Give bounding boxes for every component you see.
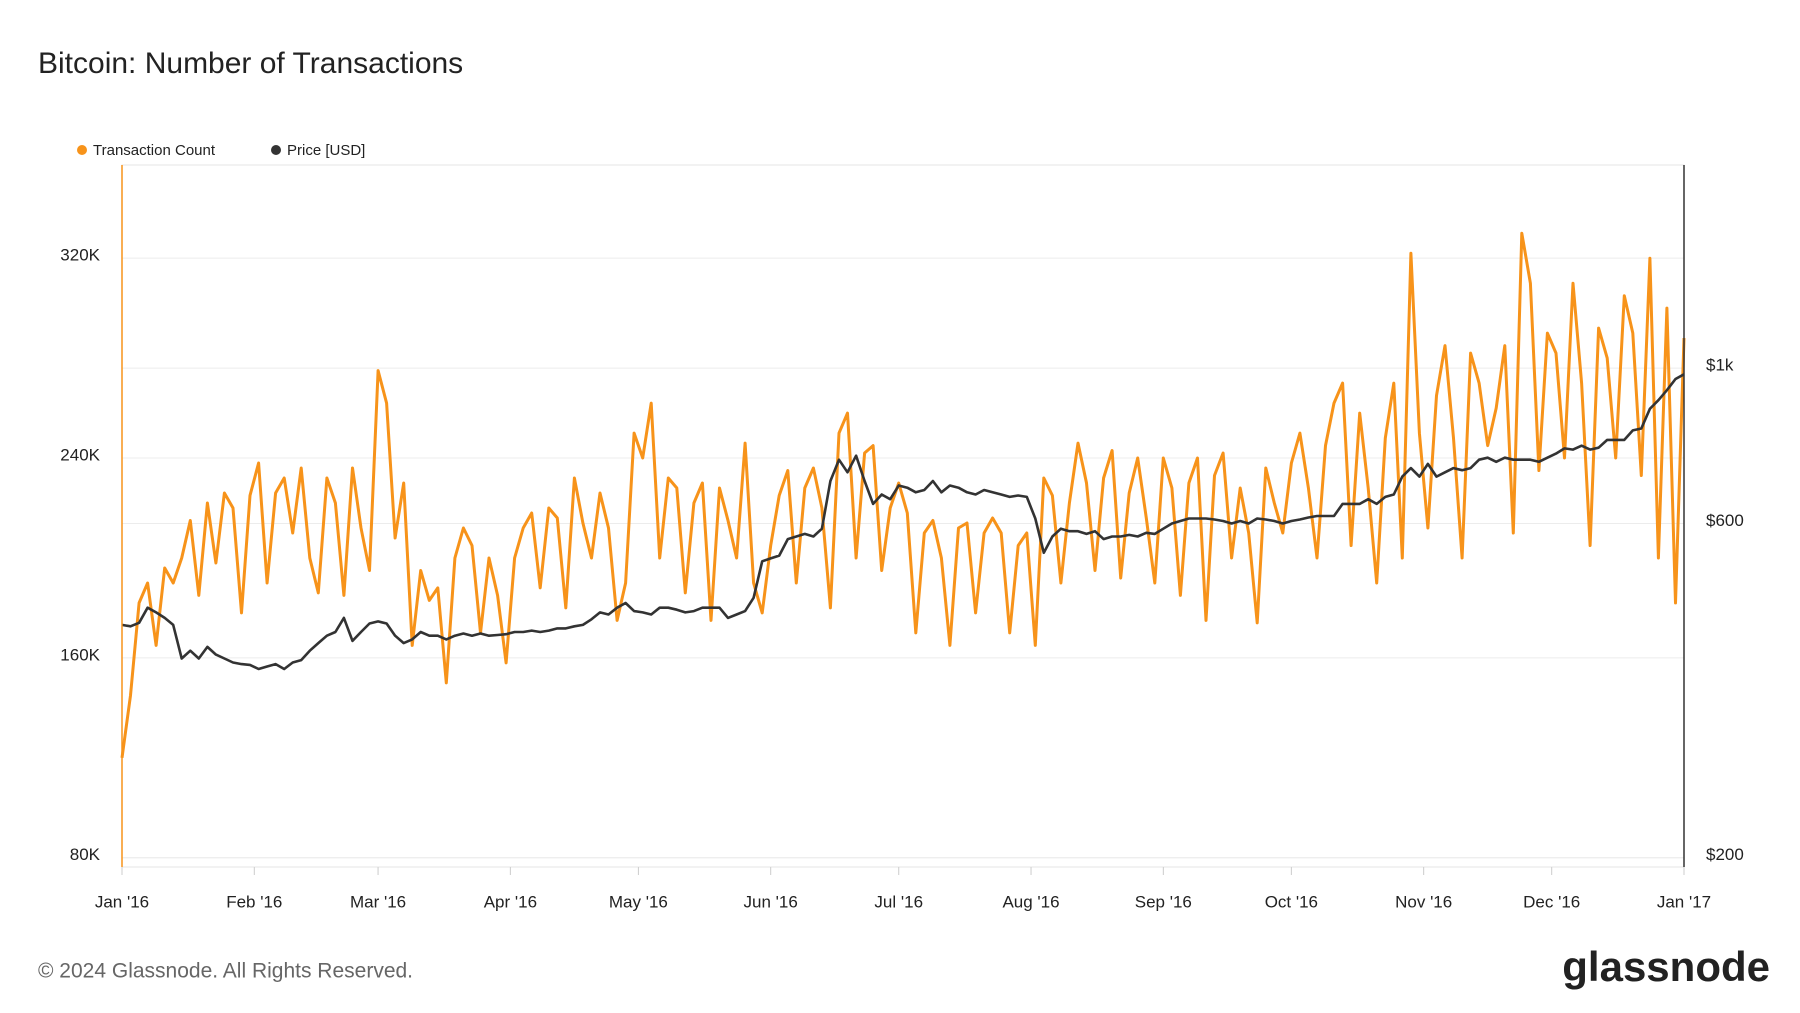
x-tick-label: Feb '16: [226, 892, 282, 911]
x-tick-label: Jan '16: [95, 892, 149, 911]
legend-marker: [271, 145, 281, 155]
x-tick-label: Sep '16: [1135, 892, 1192, 911]
x-tick-label: Nov '16: [1395, 892, 1452, 911]
y-tick-label: 320K: [60, 246, 100, 265]
footer: © 2024 Glassnode. All Rights Reserved.: [38, 960, 413, 983]
y2-tick-label: $1k: [1706, 356, 1734, 375]
series-line: [120, 231, 1686, 759]
y2-tick-label: $600: [1706, 511, 1744, 530]
plot-border: [121, 164, 1685, 868]
x-tick-label: Oct '16: [1265, 892, 1318, 911]
y2-tick-label: $200: [1706, 845, 1744, 864]
x-tick-label: Jan '17: [1657, 892, 1711, 911]
x-tick-label: Jul '16: [874, 892, 923, 911]
x-tick-label: Apr '16: [484, 892, 537, 911]
legend-label: Price [USD]: [287, 142, 365, 159]
legend-marker: [77, 145, 87, 155]
chart-title: Bitcoin: Number of Transactions: [38, 47, 463, 80]
y-tick-label: 240K: [60, 446, 100, 465]
x-tick-label: Mar '16: [350, 892, 406, 911]
series-line: [121, 373, 1685, 671]
y-tick-label: 160K: [60, 645, 100, 664]
x-tick-label: Aug '16: [1002, 892, 1059, 911]
logo: glassnode: [1562, 943, 1770, 990]
x-tick-label: May '16: [609, 892, 668, 911]
legend-label: Transaction Count: [93, 142, 216, 159]
y-tick-label: 80K: [70, 845, 101, 864]
x-tick-label: Jun '16: [744, 892, 798, 911]
x-tick-label: Dec '16: [1523, 892, 1580, 911]
